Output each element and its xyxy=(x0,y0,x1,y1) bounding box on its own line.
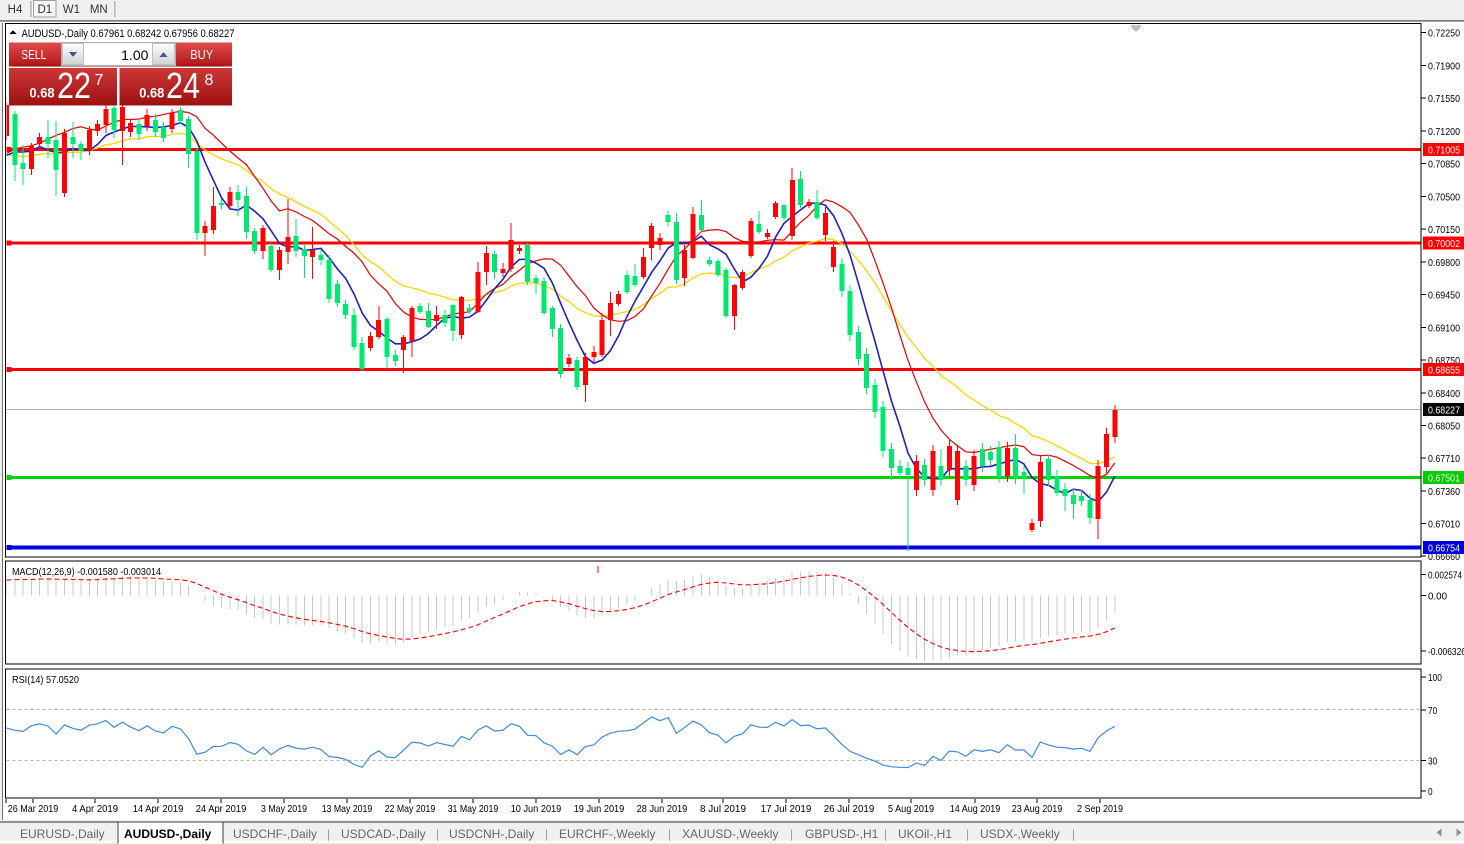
svg-text:GBPUSD-,H1: GBPUSD-,H1 xyxy=(805,827,879,841)
svg-text:|: | xyxy=(884,827,887,841)
svg-text:|: | xyxy=(1072,827,1075,841)
svg-text:D1: D1 xyxy=(37,4,52,16)
svg-text:0.68050: 0.68050 xyxy=(1428,421,1460,433)
svg-text:0.66660: 0.66660 xyxy=(1428,551,1460,563)
svg-text:UKOil-,H1: UKOil-,H1 xyxy=(898,827,952,841)
svg-text:0.70850: 0.70850 xyxy=(1428,159,1460,171)
svg-text:0.67710: 0.67710 xyxy=(1428,453,1460,465)
svg-text:|: | xyxy=(790,827,793,841)
svg-text:USDCHF-,Daily: USDCHF-,Daily xyxy=(233,827,317,841)
svg-text:0.70150: 0.70150 xyxy=(1428,224,1460,236)
svg-text:H4: H4 xyxy=(8,4,23,16)
svg-text:0.67010: 0.67010 xyxy=(1428,519,1460,531)
svg-text:|: | xyxy=(668,827,671,841)
svg-text:14 Aug 2019: 14 Aug 2019 xyxy=(950,803,1001,815)
svg-text:W1: W1 xyxy=(63,4,80,16)
svg-text:1.00: 1.00 xyxy=(121,47,148,63)
svg-text:70: 70 xyxy=(1428,705,1437,717)
svg-text:0.72250: 0.72250 xyxy=(1428,28,1460,40)
svg-text:XAUUSD-,Weekly: XAUUSD-,Weekly xyxy=(682,827,778,841)
svg-text:7: 7 xyxy=(95,72,104,89)
svg-text:0.66754: 0.66754 xyxy=(1428,542,1460,554)
svg-text:0.002574: 0.002574 xyxy=(1428,569,1462,581)
svg-text:0.68227: 0.68227 xyxy=(1428,404,1460,416)
svg-text:-0.006326: -0.006326 xyxy=(1428,646,1464,658)
svg-text:EURUSD-,Daily: EURUSD-,Daily xyxy=(20,827,105,841)
svg-text:0.67501: 0.67501 xyxy=(1428,472,1460,484)
svg-text:19 Jun 2019: 19 Jun 2019 xyxy=(574,803,625,815)
svg-text:|: | xyxy=(966,827,969,841)
svg-text:MN: MN xyxy=(90,4,108,16)
svg-text:0.69450: 0.69450 xyxy=(1428,290,1460,302)
svg-text:22 May 2019: 22 May 2019 xyxy=(385,803,436,815)
svg-text:MACD(12,26,9) -0.001580 -0.003: MACD(12,26,9) -0.001580 -0.003014 xyxy=(12,566,161,578)
svg-text:28 Jun 2019: 28 Jun 2019 xyxy=(637,803,688,815)
svg-text:|: | xyxy=(436,827,439,841)
svg-text:AUDUSD-,Daily 0.67961 0.68242: AUDUSD-,Daily 0.67961 0.68242 0.67956 0.… xyxy=(22,28,235,40)
svg-text:0.68: 0.68 xyxy=(139,85,164,100)
svg-text:2 Sep 2019: 2 Sep 2019 xyxy=(1077,803,1123,815)
svg-text:22: 22 xyxy=(57,65,91,106)
svg-text:SELL: SELL xyxy=(21,48,46,62)
svg-text:BUY: BUY xyxy=(190,48,214,62)
svg-text:0.68655: 0.68655 xyxy=(1428,364,1460,376)
svg-text:31 May 2019: 31 May 2019 xyxy=(448,803,499,815)
svg-text:30: 30 xyxy=(1428,756,1437,768)
svg-text:0.69800: 0.69800 xyxy=(1428,257,1460,269)
svg-text:26 Jul 2019: 26 Jul 2019 xyxy=(824,803,875,815)
svg-text:5 Aug 2019: 5 Aug 2019 xyxy=(888,803,934,815)
svg-text:0.00: 0.00 xyxy=(1428,591,1447,603)
svg-text:0.67360: 0.67360 xyxy=(1428,486,1460,498)
svg-text:8 Jul 2019: 8 Jul 2019 xyxy=(700,803,746,815)
svg-text:0.71900: 0.71900 xyxy=(1428,60,1460,72)
svg-text:|: | xyxy=(545,827,548,841)
svg-text:100: 100 xyxy=(1428,672,1442,684)
svg-text:EURCHF-,Weekly: EURCHF-,Weekly xyxy=(559,827,655,841)
svg-text:0.70002: 0.70002 xyxy=(1428,238,1460,250)
svg-text:USDX-,Weekly: USDX-,Weekly xyxy=(980,827,1060,841)
svg-text:10 Jun 2019: 10 Jun 2019 xyxy=(511,803,562,815)
svg-text:23 Aug 2019: 23 Aug 2019 xyxy=(1012,803,1063,815)
svg-text:0.69100: 0.69100 xyxy=(1428,322,1460,334)
svg-text:13 May 2019: 13 May 2019 xyxy=(322,803,373,815)
svg-text:0.68400: 0.68400 xyxy=(1428,388,1460,400)
svg-text:AUDUSD-,Daily: AUDUSD-,Daily xyxy=(124,827,212,841)
svg-text:0.71200: 0.71200 xyxy=(1428,126,1460,138)
svg-text:8: 8 xyxy=(205,72,214,89)
svg-text:0.70500: 0.70500 xyxy=(1428,191,1460,203)
svg-text:24: 24 xyxy=(166,65,200,106)
svg-text:3 May 2019: 3 May 2019 xyxy=(261,803,307,815)
svg-text:24 Apr 2019: 24 Apr 2019 xyxy=(196,803,247,815)
svg-text:0.71005: 0.71005 xyxy=(1428,144,1460,156)
svg-text:0.71550: 0.71550 xyxy=(1428,93,1460,105)
svg-text:4 Apr 2019: 4 Apr 2019 xyxy=(72,803,118,815)
svg-text:14 Apr 2019: 14 Apr 2019 xyxy=(133,803,184,815)
svg-text:USDCNH-,Daily: USDCNH-,Daily xyxy=(449,827,534,841)
svg-text:RSI(14) 57.0520: RSI(14) 57.0520 xyxy=(12,674,79,686)
svg-text:0: 0 xyxy=(1428,786,1433,798)
svg-text:17 Jul 2019: 17 Jul 2019 xyxy=(761,803,812,815)
svg-text:|: | xyxy=(327,827,330,841)
svg-text:0.68: 0.68 xyxy=(30,85,55,100)
svg-text:USDCAD-,Daily: USDCAD-,Daily xyxy=(341,827,426,841)
svg-text:26 Mar 2019: 26 Mar 2019 xyxy=(8,803,59,815)
